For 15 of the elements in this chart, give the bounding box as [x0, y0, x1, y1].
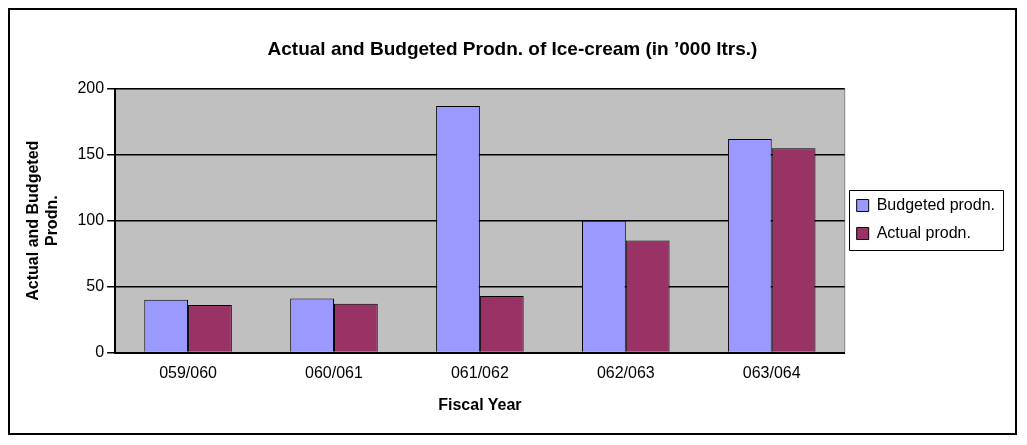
- x-tick-label: 060/061: [305, 363, 363, 381]
- y-tick-label: 100: [77, 211, 105, 229]
- y-tick-label: 200: [77, 79, 105, 97]
- y-tick-label: 0: [95, 343, 105, 361]
- legend-label: Actual prodn.: [876, 223, 971, 241]
- y-axis-title: Actual and Budgeted Prodn.: [24, 140, 61, 301]
- y-tick-label: 150: [77, 145, 105, 163]
- x-axis-title: Fiscal Year: [438, 395, 522, 413]
- legend-label: Budgeted prodn.: [876, 195, 996, 213]
- y-tick-label: 50: [86, 277, 105, 295]
- x-tick-label: 063/064: [742, 363, 801, 381]
- chart-title: Actual and Budgeted Prodn. of Ice-cream (in ’000 ltrs.): [267, 37, 758, 59]
- x-tick-label: 062/063: [596, 363, 655, 381]
- x-tick-label: 059/060: [159, 363, 218, 381]
- x-tick-label: 061/062: [450, 363, 509, 381]
